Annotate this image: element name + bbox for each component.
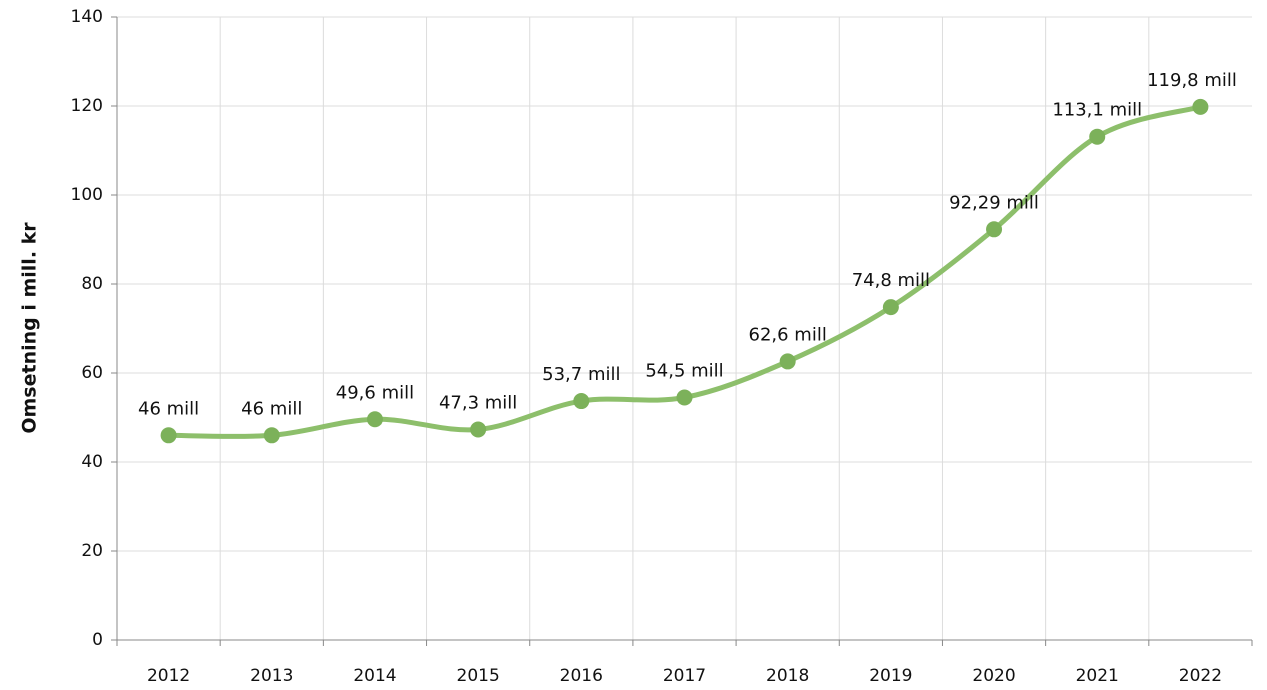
data-label: 74,8 mill (852, 270, 930, 291)
y-tick-label: 100 (71, 185, 103, 205)
data-label: 47,3 mill (439, 393, 517, 414)
marker (676, 389, 693, 406)
y-tick-label: 120 (71, 96, 103, 116)
x-tick-label: 2017 (663, 666, 706, 686)
marker (779, 353, 796, 370)
data-label: 92,29 mill (949, 192, 1039, 213)
y-tick-label: 140 (71, 7, 103, 27)
marker (1192, 98, 1209, 115)
data-label: 46 mill (241, 398, 302, 419)
x-tick-label: 2015 (457, 666, 500, 686)
x-tick-label: 2014 (353, 666, 396, 686)
x-tick-label: 2012 (147, 666, 190, 686)
x-tick-label: 2021 (1076, 666, 1119, 686)
data-label: 113,1 mill (1052, 100, 1142, 121)
y-tick-label: 40 (81, 452, 103, 472)
y-axis-label: Omsetning i mill. kr (19, 222, 41, 434)
x-tick-label: 2013 (250, 666, 293, 686)
marker (366, 411, 383, 428)
data-label: 62,6 mill (749, 324, 827, 345)
data-label: 53,7 mill (542, 364, 620, 385)
data-label: 119,8 mill (1147, 70, 1237, 91)
x-tick-label: 2022 (1179, 666, 1222, 686)
x-tick-label: 2020 (972, 666, 1015, 686)
x-tick-label: 2016 (560, 666, 603, 686)
y-tick-label: 80 (81, 274, 103, 294)
marker (573, 393, 590, 410)
y-tick-label: 60 (81, 363, 103, 383)
marker (1089, 128, 1106, 145)
data-label: 49,6 mill (336, 382, 414, 403)
y-tick-label: 20 (81, 541, 103, 561)
x-tick-label: 2018 (766, 666, 809, 686)
marker (986, 221, 1003, 238)
y-tick-label: 0 (92, 630, 103, 650)
marker (882, 299, 899, 316)
marker (470, 421, 487, 438)
marker (160, 427, 177, 444)
data-label: 54,5 mill (645, 360, 723, 381)
marker (263, 427, 280, 444)
data-label: 46 mill (138, 398, 199, 419)
x-tick-label: 2019 (869, 666, 912, 686)
